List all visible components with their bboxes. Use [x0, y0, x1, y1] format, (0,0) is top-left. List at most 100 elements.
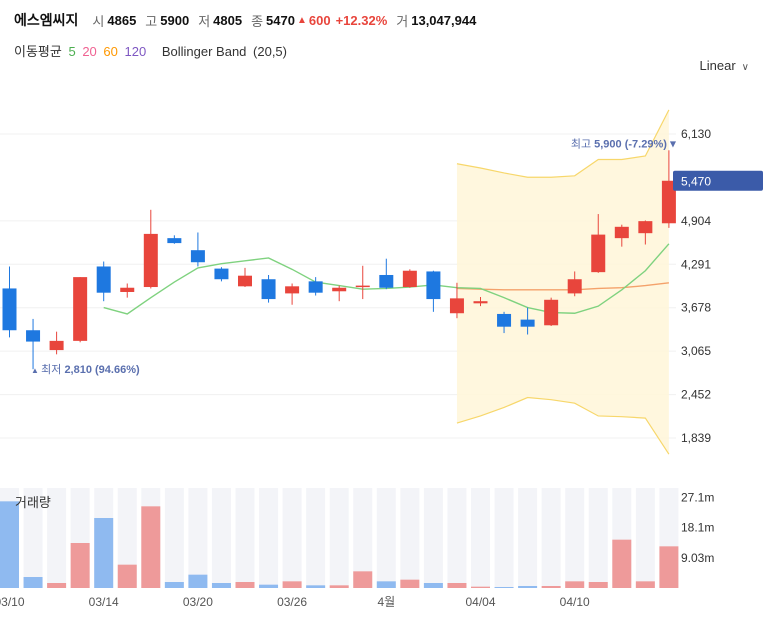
candle: [355, 265, 370, 300]
candle: [661, 150, 676, 228]
high-annotation-value: 5,900 (-7.29%): [594, 138, 667, 150]
ma-period-120[interactable]: 120: [124, 44, 147, 59]
bollinger-params[interactable]: (20,5): [253, 44, 287, 59]
volume-column-bg: [471, 488, 490, 588]
x-tick-label: 04/04: [465, 595, 495, 609]
close-price: 5470: [266, 12, 295, 28]
candle: [332, 285, 347, 302]
volume-bar: [659, 546, 679, 588]
volume-column-bg: [400, 488, 420, 588]
candle: [96, 261, 111, 302]
candle-body: [332, 287, 347, 292]
candle: [520, 307, 535, 335]
candle-body: [638, 221, 653, 234]
candle-body: [214, 268, 229, 280]
low-annotation-value: 2,810 (94.66%): [64, 364, 140, 376]
volume-column-bg: [282, 488, 302, 588]
volume-bar: [23, 577, 43, 588]
candle-body: [497, 313, 512, 327]
volume-column-bg: [164, 488, 184, 588]
ma-period-5[interactable]: 5: [68, 44, 76, 59]
candle-body: [120, 287, 135, 292]
volume-column-bg: [423, 488, 443, 588]
ma-long-line: [456, 282, 669, 291]
candle: [638, 220, 653, 245]
up-arrow-icon: ▲: [296, 14, 307, 26]
stock-name: 에스엠씨지: [14, 12, 79, 28]
volume-column-bg: [188, 488, 208, 588]
candle: [497, 311, 512, 334]
volume-bar: [353, 571, 373, 588]
bollinger-label[interactable]: Bollinger Band: [161, 44, 247, 59]
candle-body: [544, 299, 559, 326]
candle-body: [520, 319, 535, 327]
candle: [426, 270, 441, 312]
volume-column-bg: [494, 488, 514, 588]
ma-period-20[interactable]: 20: [82, 44, 97, 59]
volume-column-bg: [117, 488, 137, 588]
candle: [473, 296, 488, 307]
up-arrow-icon: ▲: [31, 366, 41, 375]
candle-body: [49, 340, 64, 351]
volume-bar: [400, 579, 420, 588]
current-price-badge: [673, 170, 763, 191]
bollinger-band: [456, 109, 670, 455]
candle: [143, 209, 158, 289]
candle: [402, 269, 417, 288]
volume-tick-label: 18.1m: [681, 521, 714, 535]
high-annotation-label: 최고: [571, 137, 594, 150]
scale-label: Linear: [699, 58, 736, 73]
ma-label[interactable]: 이동평균: [14, 44, 62, 59]
volume-bar: [211, 583, 231, 588]
candle-body: [449, 298, 464, 314]
down-arrow-icon: ▼: [670, 139, 677, 148]
x-tick-label: 03/10: [0, 595, 25, 609]
candle: [285, 283, 300, 305]
candle: [26, 318, 41, 370]
open-label: 시: [92, 13, 105, 29]
volume-bar: [259, 584, 279, 588]
volume-bar: [0, 501, 19, 588]
price-tick-label: 4,904: [681, 214, 711, 228]
bollinger-upper-line: [456, 109, 670, 178]
candle-body: [426, 271, 441, 300]
candle: [591, 214, 606, 273]
volume-bar: [188, 574, 208, 588]
volume-bar: [588, 582, 608, 588]
volume-bar: [494, 587, 514, 588]
candle-body: [661, 180, 676, 224]
ma-period-60[interactable]: 60: [103, 44, 118, 59]
volume-tick-label: 9.03m: [681, 551, 714, 565]
x-tick-label: 03/26: [277, 595, 307, 609]
volume-bar: [423, 583, 443, 588]
price-tick-label: 3,678: [681, 301, 711, 315]
volume-value: 13,047,944: [411, 12, 477, 28]
candle: [214, 267, 229, 282]
low-price: 4805: [213, 12, 243, 28]
candle: [167, 235, 182, 244]
axes: 6,130 4,904 4,291 3,678 3,065 2,452 1,839 5,470…: [0, 127, 763, 609]
price-tick-label: 6,130: [681, 127, 711, 141]
candle: [2, 266, 17, 338]
candle: [190, 232, 205, 267]
volume-column-bg: [565, 488, 585, 588]
volume-bar: [329, 585, 349, 588]
volume-label: 거: [396, 13, 409, 29]
scale-dropdown[interactable]: Linear ∨: [700, 58, 749, 73]
volume-column-bg: [211, 488, 231, 588]
candle-body: [591, 234, 606, 273]
volume-tick-label: 27.1m: [681, 491, 714, 505]
volume-bar: [282, 581, 302, 588]
candle-body: [614, 226, 629, 239]
x-tick-label: 03/20: [183, 595, 213, 609]
volume-column-bg: [259, 488, 279, 588]
price-change: 600: [308, 12, 331, 28]
candle-body: [73, 277, 88, 341]
candle: [544, 297, 559, 326]
low-annotation-label: 최저: [41, 363, 64, 376]
bollinger-fill: [456, 109, 669, 455]
volume-bar: [565, 581, 585, 588]
candle-body: [261, 279, 276, 300]
candle: [73, 277, 88, 343]
